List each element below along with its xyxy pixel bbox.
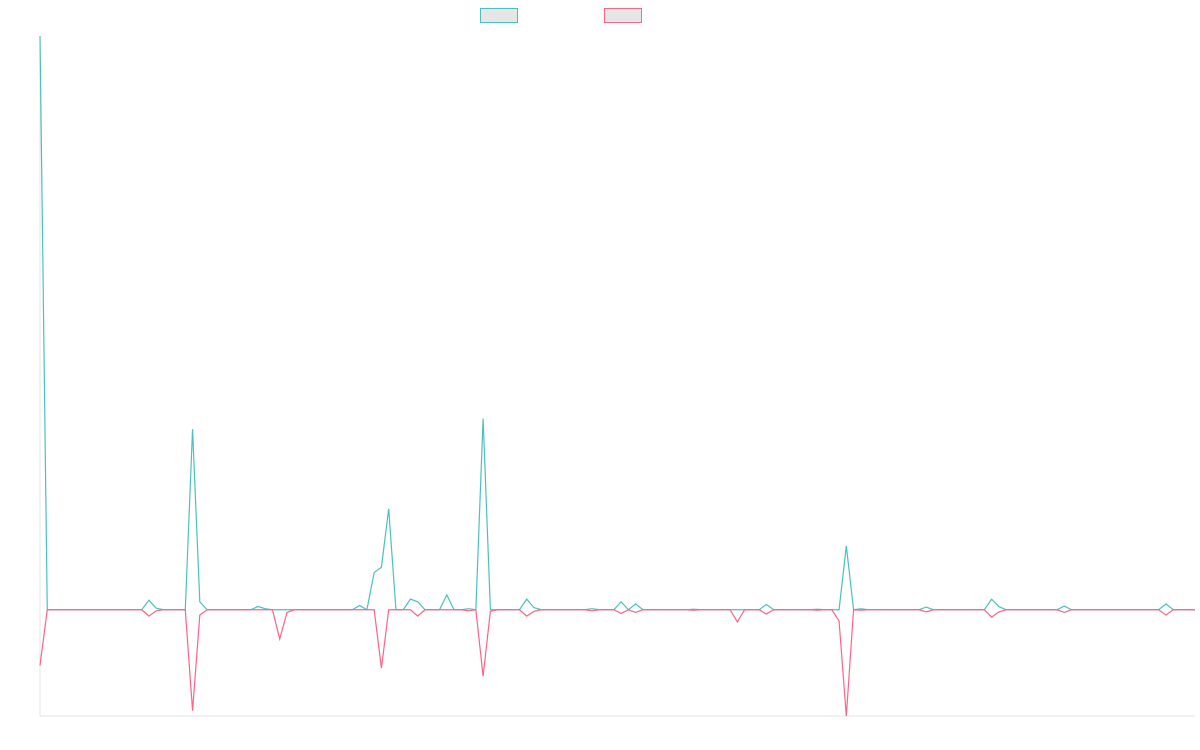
- axes: [39, 36, 1195, 717]
- legend-swatch-series-1: [480, 8, 518, 23]
- legend-item-series-1[interactable]: [480, 8, 524, 23]
- chart-legend: [0, 8, 1200, 28]
- series-lines: [39, 35, 1195, 717]
- legend-item-series-2[interactable]: [604, 8, 648, 23]
- legend-swatch-series-2: [604, 8, 642, 23]
- series-line-2: [39, 609, 1195, 717]
- series-line-1: [39, 35, 1195, 611]
